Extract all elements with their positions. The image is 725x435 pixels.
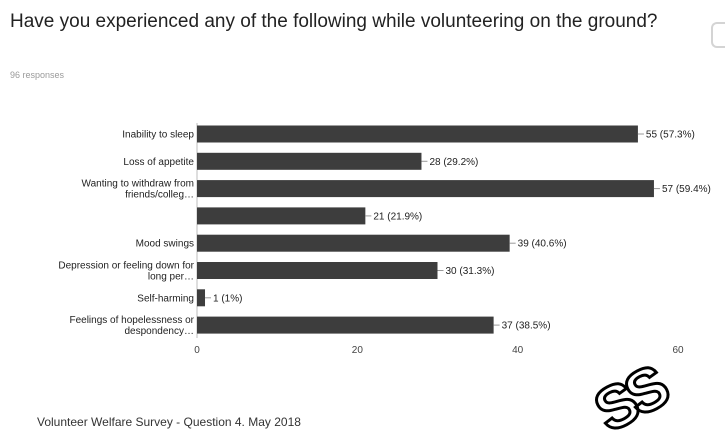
x-tick-label: 40 <box>512 345 524 356</box>
data-label: 39 (40.6%) <box>518 239 567 250</box>
watermark-logo: SS <box>585 352 680 432</box>
question-title: Have you experienced any of the followin… <box>10 11 658 32</box>
data-label: 30 (31.3%) <box>446 266 495 277</box>
bar <box>197 316 494 334</box>
category-label: Depression or feeling down for <box>58 261 194 272</box>
category-label: Inability to sleep <box>122 130 194 141</box>
category-label: long per… <box>148 272 194 283</box>
category-label: Self-harming <box>137 293 194 304</box>
category-label: despondency… <box>125 326 195 337</box>
x-tick-label: 20 <box>352 345 364 356</box>
data-label: 28 (29.2%) <box>429 157 478 168</box>
x-tick-label: 0 <box>194 345 200 356</box>
data-label: 37 (38.5%) <box>502 321 551 332</box>
category-label: friends/colleg… <box>125 190 194 201</box>
x-tick-label: 60 <box>672 345 684 356</box>
data-label: 1 (1%) <box>213 293 242 304</box>
data-label: 21 (21.9%) <box>373 211 422 222</box>
bar <box>197 262 438 279</box>
category-label: Mood swings <box>136 239 194 250</box>
copy-icon[interactable] <box>711 22 725 48</box>
category-label: Feelings of hopelessness or <box>69 315 194 326</box>
bar <box>197 152 422 170</box>
bar <box>197 207 366 225</box>
bar <box>197 289 206 307</box>
bar <box>197 180 654 198</box>
bar <box>197 125 638 143</box>
data-label: 57 (59.4%) <box>662 184 711 195</box>
survey-caption: Volunteer Welfare Survey - Question 4. M… <box>37 415 301 429</box>
response-count: 96 responses <box>10 70 65 80</box>
category-label: Loss of appetite <box>123 157 194 168</box>
bar <box>197 234 510 252</box>
svg-text:SS: SS <box>585 352 679 432</box>
category-label: Wanting to withdraw from <box>82 179 194 190</box>
data-label: 55 (57.3%) <box>646 130 695 141</box>
